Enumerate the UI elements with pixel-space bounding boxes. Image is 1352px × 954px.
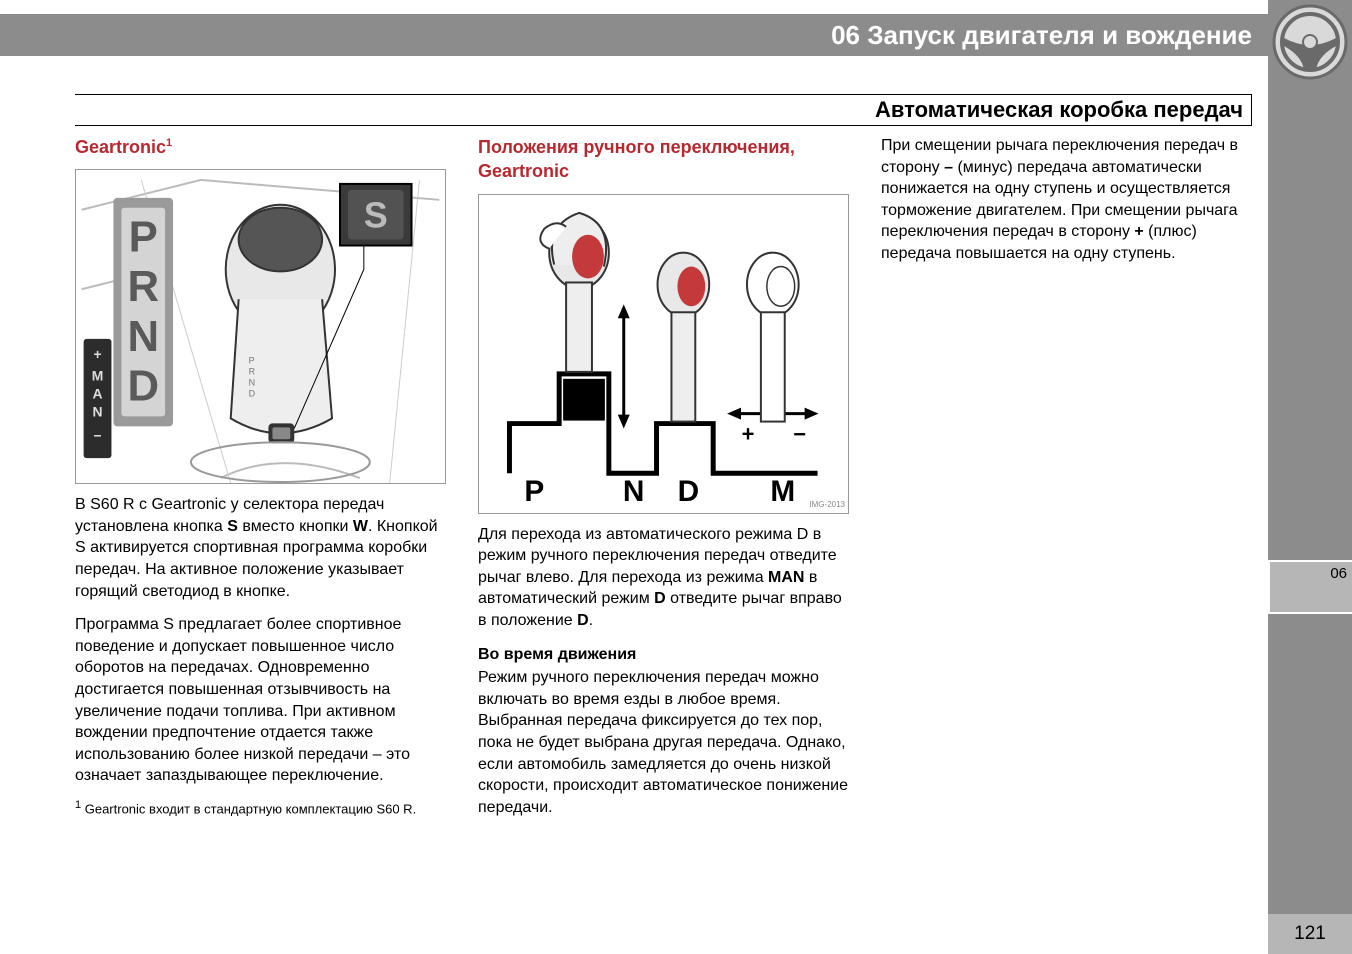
page-number: 121 bbox=[1268, 914, 1352, 954]
svg-text:M: M bbox=[770, 475, 795, 508]
svg-text:R: R bbox=[573, 385, 595, 418]
svg-text:+: + bbox=[93, 346, 101, 362]
col2-subhead: Во время движения bbox=[478, 644, 849, 666]
gray-sidebar bbox=[1268, 0, 1352, 954]
col2-para1: Для перехода из автоматического режима D… bbox=[478, 524, 849, 632]
col1-para1: В S60 R с Geartronic у селектора передач… bbox=[75, 494, 446, 602]
chapter-header: 06 Запуск двигателя и вождение bbox=[0, 14, 1352, 56]
col3-para1: При смещении рычага переключения передач… bbox=[881, 135, 1252, 265]
svg-text:P: P bbox=[249, 356, 255, 366]
svg-text:N: N bbox=[249, 378, 255, 388]
svg-text:M: M bbox=[92, 368, 104, 384]
svg-text:P: P bbox=[129, 213, 158, 262]
col2-heading: Положения ручного переключения, Geartron… bbox=[478, 135, 849, 184]
svg-text:A: A bbox=[93, 386, 103, 402]
figure2-img-tag: IMG-2013 bbox=[809, 500, 845, 511]
column-2: Положения ручного переключения, Geartron… bbox=[478, 135, 849, 894]
svg-text:R: R bbox=[249, 367, 256, 377]
side-chapter-tab: 06 bbox=[1268, 560, 1352, 614]
svg-text:D: D bbox=[127, 362, 159, 411]
section-subtitle-box: Автоматическая коробка передач bbox=[75, 94, 1252, 126]
section-subtitle: Автоматическая коробка передач bbox=[875, 97, 1243, 122]
col1-footnote: 1 Geartronic входит в стандартную компле… bbox=[75, 799, 446, 818]
col1-heading: Geartronic1 bbox=[75, 135, 446, 159]
svg-text:−: − bbox=[793, 421, 806, 446]
column-3: При смещении рычага переключения передач… bbox=[881, 135, 1252, 894]
figure-manual-positions: R P N D M + − bbox=[478, 194, 849, 514]
svg-text:N: N bbox=[623, 475, 645, 508]
svg-text:+: + bbox=[742, 421, 755, 446]
figure-geartronic-selector: P R N D + M A N − bbox=[75, 169, 446, 484]
column-1: Geartronic1 P R N D bbox=[75, 135, 446, 894]
svg-text:R: R bbox=[127, 262, 159, 311]
svg-text:D: D bbox=[678, 475, 700, 508]
svg-text:P: P bbox=[524, 475, 544, 508]
chapter-title: 06 Запуск двигателя и вождение bbox=[831, 20, 1252, 51]
svg-text:N: N bbox=[93, 404, 103, 420]
col2-para2: Режим ручного переключения передач можно… bbox=[478, 667, 849, 818]
svg-text:N: N bbox=[127, 312, 159, 361]
content-columns: Geartronic1 P R N D bbox=[75, 135, 1252, 894]
col1-para2: Программа S предлагает более спортивное … bbox=[75, 614, 446, 787]
svg-text:S: S bbox=[364, 196, 388, 236]
svg-text:D: D bbox=[249, 389, 256, 399]
steering-wheel-icon bbox=[1268, 0, 1352, 84]
svg-text:−: − bbox=[93, 428, 101, 444]
